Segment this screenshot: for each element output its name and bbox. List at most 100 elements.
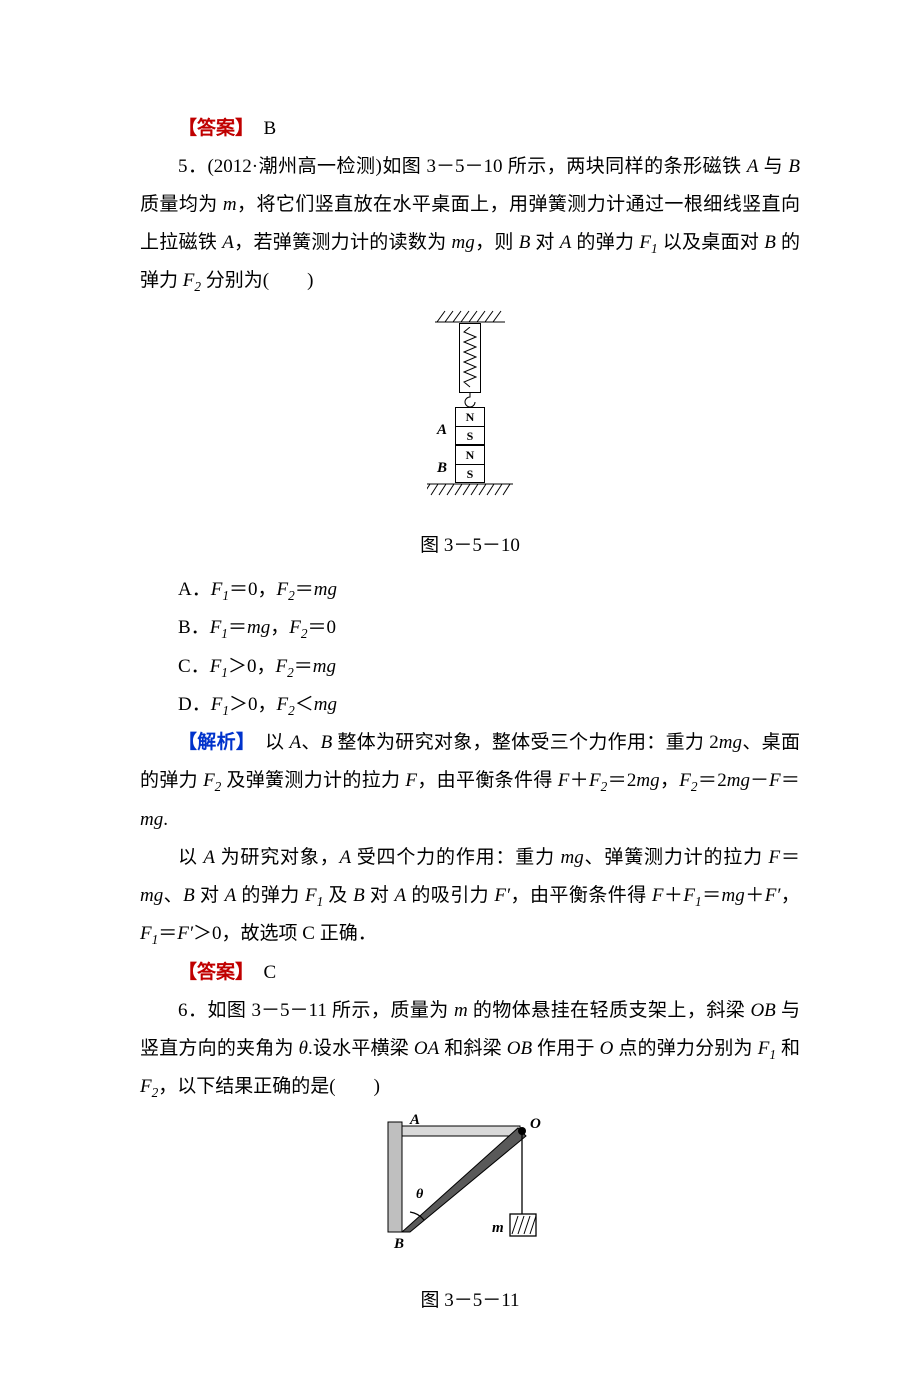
optB-t2: ， bbox=[270, 617, 289, 638]
q6-O: O bbox=[600, 1038, 614, 1059]
sym-F2-F: F bbox=[183, 270, 195, 291]
label-A: A bbox=[437, 415, 447, 445]
a5b-F1: F1 bbox=[305, 885, 323, 906]
option-b: B．F1＝mg，F2＝0 bbox=[140, 609, 800, 647]
q5-t9: 以及桌面对 bbox=[658, 232, 765, 253]
a5b-t13: ＋ bbox=[663, 885, 683, 906]
optA-F2-s: 2 bbox=[288, 588, 295, 603]
fig10-caption: 图 3－5－10 bbox=[140, 527, 800, 565]
optA-mg: mg bbox=[314, 579, 337, 600]
sym-B2: B bbox=[519, 232, 531, 253]
a5-t12: ＝ bbox=[781, 770, 800, 791]
optD-F2: F2 bbox=[277, 694, 295, 715]
q6-OB2: OB bbox=[507, 1038, 532, 1059]
optC-t1: ＞0， bbox=[228, 656, 276, 677]
a5b-F1b-F: F bbox=[683, 885, 695, 906]
a5b-Fp: F′ bbox=[494, 885, 510, 906]
q5-t2: 与 bbox=[758, 156, 788, 177]
optD-t2: ＜ bbox=[295, 694, 314, 715]
prev-answer-value: B bbox=[245, 118, 277, 139]
a5-t8: ＝2 bbox=[607, 770, 636, 791]
a5-A: A bbox=[289, 732, 301, 753]
label-B: B bbox=[437, 453, 447, 483]
answer5-label: 【答案】 bbox=[178, 962, 245, 983]
a5b-t8: 的弹力 bbox=[236, 885, 305, 906]
fig11-label-m: m bbox=[492, 1220, 504, 1236]
a5-t3: 整体为研究对象，整体受三个力作用：重力 2 bbox=[332, 732, 719, 753]
a5-F2: F2 bbox=[203, 770, 221, 791]
answer5-value: C bbox=[245, 962, 277, 983]
a5b-t2: 为研究对象， bbox=[215, 847, 340, 868]
wall bbox=[388, 1122, 402, 1232]
a5b-t14: ＝ bbox=[702, 885, 722, 906]
q6-OA: OA bbox=[414, 1038, 439, 1059]
a5b-t4: 、弹簧测力计的拉力 bbox=[584, 847, 769, 868]
ceiling-hatch-icon bbox=[435, 309, 505, 323]
optA-F2-F: F bbox=[277, 579, 289, 600]
optC-F1: F1 bbox=[210, 656, 228, 677]
a5b-t18: ＞0，故选项 C 正确． bbox=[193, 923, 377, 944]
analysis-label: 【解析】 bbox=[178, 732, 246, 753]
a5-t10: ＝2 bbox=[698, 770, 727, 791]
a5-t11: － bbox=[750, 770, 769, 791]
a5-mg2: mg bbox=[636, 770, 659, 791]
sym-F1: F1 bbox=[639, 232, 657, 253]
analysis5-p1: 【解析】 以 A、B 整体为研究对象，整体受三个力作用：重力 2mg、桌面的弹力… bbox=[140, 724, 800, 838]
optC-F2: F2 bbox=[275, 656, 293, 677]
figure-3-5-11: A O B θ m bbox=[140, 1114, 800, 1278]
a5b-B: B bbox=[183, 885, 195, 906]
optC-F1-s: 1 bbox=[221, 664, 228, 679]
optB-t3: ＝0 bbox=[307, 617, 336, 638]
q6-t8: 和 bbox=[776, 1038, 800, 1059]
q6-OB: OB bbox=[750, 1000, 775, 1021]
a5b-t9: 及 bbox=[323, 885, 353, 906]
page: 【答案】 B 5．(2012·潮州高一检测)如图 3－5－10 所示，两块同样的… bbox=[0, 0, 920, 1386]
a5b-t12: ，由平衡条件得 bbox=[510, 885, 652, 906]
q5-stem: 5．(2012·潮州高一检测)如图 3－5－10 所示，两块同样的条形磁铁 A … bbox=[140, 148, 800, 301]
sym-F1-F: F bbox=[639, 232, 651, 253]
optA-F1-s: 1 bbox=[222, 588, 229, 603]
optC-mg: mg bbox=[313, 656, 336, 677]
q6-t4: .设水平横梁 bbox=[308, 1038, 414, 1059]
a5b-t5: ＝ bbox=[780, 847, 800, 868]
optC-F2-F: F bbox=[275, 656, 287, 677]
magnet-A: N S bbox=[455, 407, 485, 445]
a5-F2b: F2 bbox=[589, 770, 607, 791]
answer5-line: 【答案】 C bbox=[140, 954, 800, 992]
a5b-t17: ＝ bbox=[158, 923, 177, 944]
a5b-A: A bbox=[203, 847, 215, 868]
a5-F2c-s: 2 bbox=[691, 779, 698, 794]
optC-pre: C． bbox=[178, 656, 210, 677]
magnetB-S: S bbox=[456, 464, 484, 483]
fig11-label-A: A bbox=[409, 1114, 420, 1128]
optD-F1-s: 1 bbox=[222, 703, 229, 718]
q6-F1-F: F bbox=[758, 1038, 770, 1059]
optC-F2-s: 2 bbox=[287, 664, 294, 679]
a5b-F1b: F1 bbox=[683, 885, 701, 906]
a5b-A3: A bbox=[225, 885, 237, 906]
a5b-t1: 以 bbox=[178, 847, 203, 868]
magnetA-N: N bbox=[456, 408, 484, 426]
figure-3-5-10: N S N S A B bbox=[140, 309, 800, 523]
magnetB-N: N bbox=[456, 446, 484, 464]
optB-mg: mg bbox=[247, 617, 270, 638]
optD-F1-F: F bbox=[211, 694, 223, 715]
q6-t9: ，以下结果正确的是( ) bbox=[158, 1076, 380, 1097]
optD-mg: mg bbox=[314, 694, 337, 715]
option-c: C．F1＞0，F2＝mg bbox=[140, 648, 800, 686]
a5b-t11: 的吸引力 bbox=[406, 885, 494, 906]
optB-t1: ＝ bbox=[228, 617, 247, 638]
a5b-Fp3: F′ bbox=[177, 923, 193, 944]
a5b-A4: A bbox=[395, 885, 407, 906]
answer-label: 【答案】 bbox=[178, 118, 245, 139]
a5b-mg2: mg bbox=[140, 885, 163, 906]
a5-F: F bbox=[405, 770, 417, 791]
analysis5-p2: 以 A 为研究对象，A 受四个力的作用：重力 mg、弹簧测力计的拉力 F＝mg、… bbox=[140, 839, 800, 954]
q5-t7: 对 bbox=[530, 232, 559, 253]
ground-hatch-icon bbox=[427, 483, 513, 497]
a5-F2c: F2 bbox=[679, 770, 697, 791]
option-a: A．F1＝0，F2＝mg bbox=[140, 571, 800, 609]
fig11-caption: 图 3－5－11 bbox=[140, 1282, 800, 1320]
sym-F1-sub: 1 bbox=[651, 241, 658, 256]
optA-F2: F2 bbox=[277, 579, 295, 600]
